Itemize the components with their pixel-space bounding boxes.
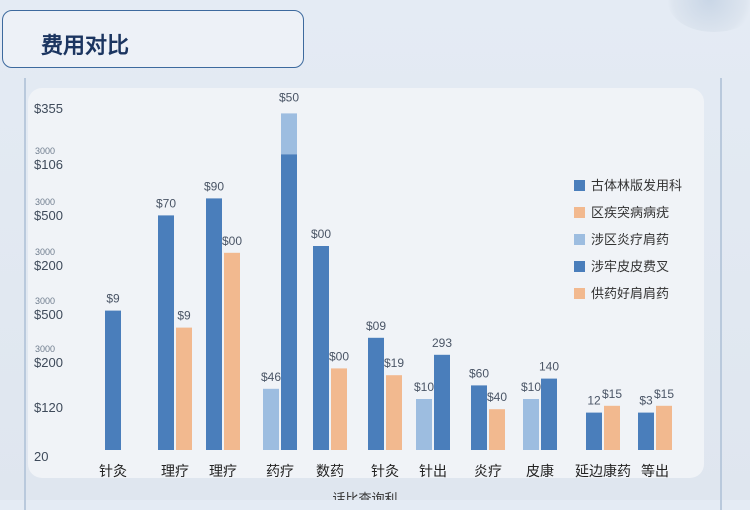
bar-data-label: $15 (602, 387, 622, 401)
bar (386, 375, 402, 450)
bar (105, 310, 121, 450)
bar-data-label: 12 (587, 394, 601, 408)
bar-data-label: $10 (521, 380, 541, 394)
bar-data-label: $10 (414, 380, 434, 394)
bar-data-label: $9 (106, 292, 120, 306)
bar-data-label: $9 (177, 309, 191, 323)
legend-swatch (574, 261, 585, 272)
bar (656, 405, 672, 450)
x-tick-label: 延边康药 (575, 463, 631, 480)
y-tick-minor-label: 3000 (35, 197, 55, 207)
bar (638, 412, 654, 450)
x-tick-label: 等出 (641, 463, 669, 480)
bar-data-label: $19 (384, 356, 404, 370)
title-panel: 费用对比 (2, 10, 304, 68)
bar (541, 378, 557, 450)
page-title: 费用对比 (41, 33, 130, 58)
bar (416, 399, 432, 450)
bar (176, 327, 192, 450)
y-tick-label: $106 (34, 157, 63, 172)
bar-data-label: 140 (539, 360, 559, 374)
bar-data-label: $60 (469, 366, 489, 380)
bar-data-label: $90 (204, 179, 224, 193)
bar (368, 337, 384, 450)
bar-data-label: $09 (366, 319, 386, 333)
bar-data-label: $3 (639, 394, 653, 408)
y-tick-minor-label: 3000 (35, 344, 55, 354)
y-tick-label: $120 (34, 400, 63, 415)
bar (604, 405, 620, 450)
x-tick-label: 理疗 (161, 464, 189, 480)
legend-swatch (574, 207, 585, 218)
bar-data-label: $70 (156, 196, 176, 210)
bar (434, 354, 450, 450)
y-tick-label: $500 (34, 307, 63, 322)
bar (206, 198, 222, 450)
legend-label: 涉牢皮皮费叉 (591, 260, 669, 275)
bar (313, 246, 329, 450)
y-tick-label: $355 (34, 101, 63, 116)
bar-data-label: $00 (311, 227, 331, 241)
legend-label: 区疾突病病疣 (591, 205, 669, 221)
x-tick-label: 药疗 (266, 464, 294, 480)
bar (471, 385, 487, 450)
y-tick-label: $200 (34, 258, 63, 273)
x-tick-label: 针灸 (99, 464, 127, 480)
x-tick-label: 炎疗 (474, 464, 502, 480)
chart-frame (24, 78, 722, 510)
bar (489, 409, 505, 450)
bar-cap (281, 113, 297, 155)
bar-data-label: $50 (279, 90, 299, 104)
y-tick-label: 20 (34, 449, 48, 464)
legend-label: 古体林版发用科 (591, 178, 682, 194)
bar (158, 215, 174, 450)
bar (281, 154, 297, 450)
bar (224, 252, 240, 450)
y-tick-minor-label: 3000 (35, 146, 55, 156)
bar-data-label: $40 (487, 390, 507, 404)
x-tick-label: 皮康 (526, 463, 554, 480)
y-tick-minor-label: 3000 (35, 247, 55, 257)
legend-label: 供药好肩肩药 (591, 286, 669, 302)
bar-data-label: $46 (261, 370, 281, 384)
bar-data-label: 293 (432, 336, 452, 350)
x-tick-label: 针出 (419, 464, 447, 480)
y-tick-label: $500 (34, 208, 63, 223)
legend-swatch (574, 288, 585, 299)
bar (263, 388, 279, 450)
bar (523, 399, 539, 450)
bar-data-label: $00 (329, 349, 349, 363)
legend-swatch (574, 180, 585, 191)
bar (331, 368, 347, 450)
bar-data-label: $15 (654, 387, 674, 401)
x-tick-label: 数药 (316, 464, 344, 480)
legend-swatch (574, 234, 585, 245)
x-axis-label: 话比查询利 (332, 492, 397, 500)
bar (586, 412, 602, 450)
x-tick-label: 理疗 (209, 464, 237, 480)
bar-data-label: $00 (222, 234, 242, 248)
y-tick-label: $200 (34, 355, 63, 370)
x-tick-label: 针灸 (371, 464, 399, 480)
legend-label: 涉区炎疗肩药 (591, 232, 669, 248)
y-tick-minor-label: 3000 (35, 296, 55, 306)
